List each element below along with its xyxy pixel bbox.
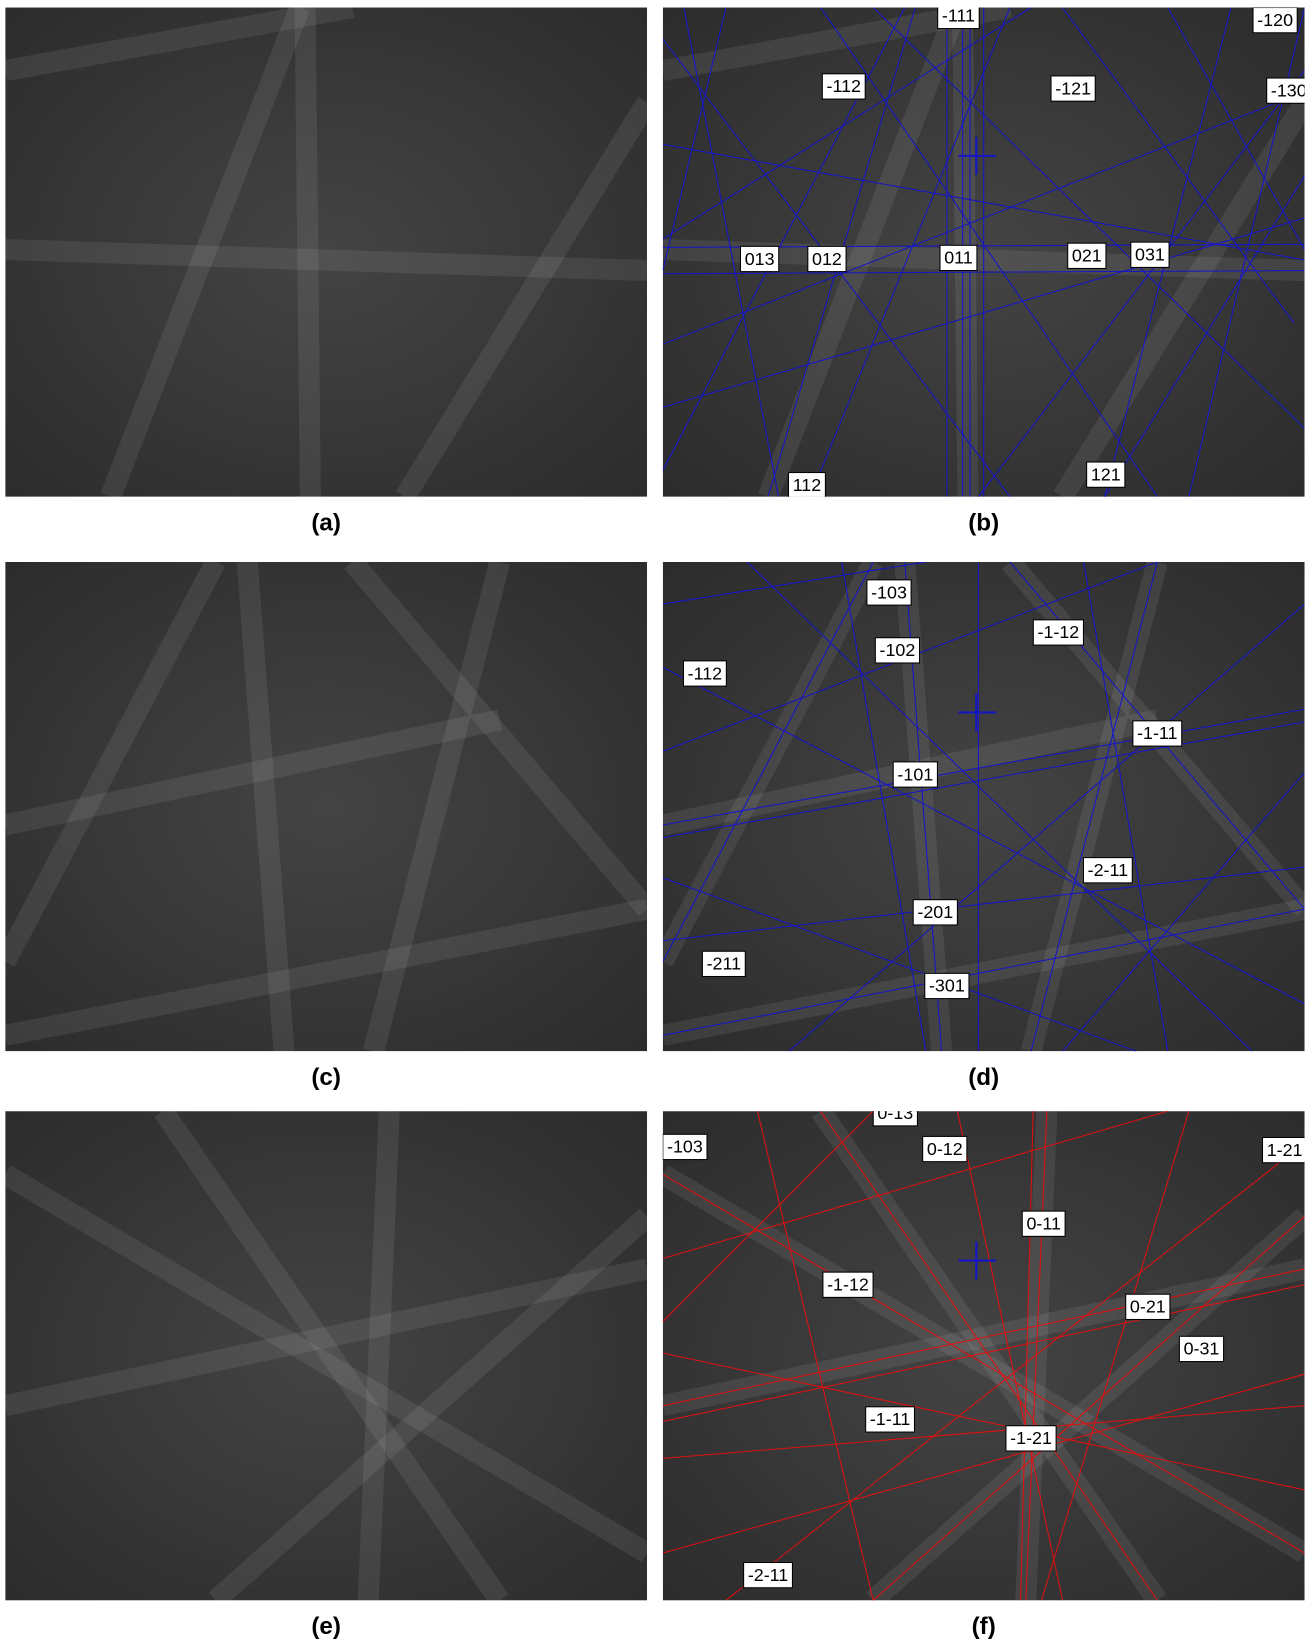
panel [5,562,647,1051]
page: (a) -111 -120 -112 -121 -130 013 012 011 021 031 11… [0,0,1313,1650]
panel: -103 -1-12 -102 -112 -1-11 -101 -2-11 -201 -211 -… [663,562,1305,1051]
plane-label: 0-21 [1130,1297,1166,1317]
plane-label: -103 [871,582,907,602]
plane-label: 0-12 [927,1139,963,1159]
panel [5,1111,647,1600]
plane-label: -211 [707,954,742,974]
pattern-image [5,562,647,1051]
panel-caption: (a) [311,509,341,536]
panel-caption: (b) [968,509,999,536]
plane-label: -103 [667,1137,703,1157]
plane-label: 0-11 [1026,1214,1061,1234]
pattern-image [5,1111,647,1600]
pattern-image: 0-13 -103 0-12 1-21 0-11 -1-12 0-21 0-31 -1-11 -1… [663,1101,1307,1601]
plane-label: 0-31 [1184,1339,1220,1359]
pattern-image: -103 -1-12 -102 -112 -1-11 -101 -2-11 -201 -211 -… [663,562,1305,1051]
panel-caption: (d) [968,1064,999,1091]
plane-label: -1-11 [1137,723,1177,743]
plane-label: 1-21 [1267,1140,1303,1160]
pattern-image [5,8,647,497]
plane-label: 121 [1091,464,1121,484]
panel-caption: (c) [311,1064,341,1091]
plane-label: 112 [793,475,822,495]
figure: (a) -111 -120 -112 -121 -130 013 012 011 021 031 11… [0,0,1313,1650]
plane-label: -201 [917,902,953,922]
plane-label: -1-12 [827,1275,869,1295]
plane-label: -112 [827,76,862,96]
panel: -111 -120 -112 -121 -130 013 012 011 021 031 112 12… [663,3,1311,497]
plane-label: -1-12 [1038,622,1080,642]
pattern-image: -111 -120 -112 -121 -130 013 012 011 021 031 112 12… [663,3,1311,497]
plane-label: 011 [944,248,973,268]
kikuchi-band [305,8,310,497]
plane-label: 0-13 [877,1103,913,1123]
plane-label: -130 [1271,80,1307,100]
plane-label: 012 [812,249,842,269]
plane-label: -111 [942,6,975,26]
plane-label: -101 [897,764,933,784]
plane-label: -112 [688,663,723,683]
panel-caption: (f) [972,1613,996,1640]
plane-label: -102 [880,640,916,660]
plane-label: -2-11 [1088,860,1128,880]
panel [5,8,647,497]
plane-label: -301 [929,976,965,996]
plane-label: 013 [745,249,775,269]
plane-label: -1-21 [1010,1428,1052,1448]
plane-label: -120 [1257,10,1293,30]
plane-label: 021 [1072,246,1102,266]
plane-label: -121 [1055,78,1091,98]
panel-caption: (e) [311,1613,341,1640]
plane-label: -1-11 [870,1409,910,1429]
plane-label: 031 [1135,245,1165,265]
panel: 0-13 -103 0-12 1-21 0-11 -1-12 0-21 0-31 -1-11 -1… [663,1101,1307,1601]
plane-label: -2-11 [748,1565,788,1585]
